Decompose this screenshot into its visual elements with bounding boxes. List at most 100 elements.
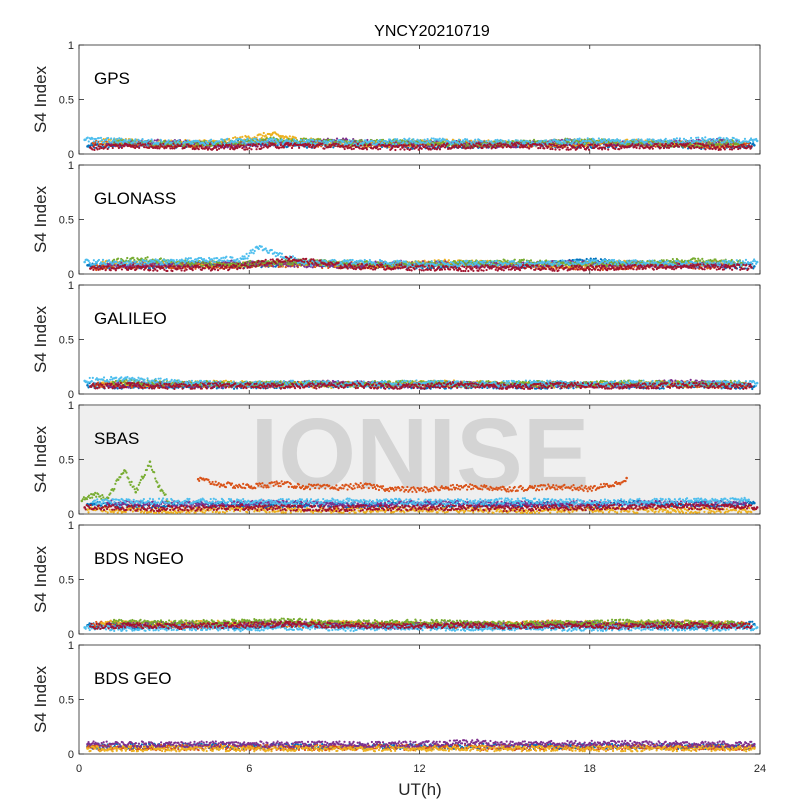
data-point [558,148,561,151]
data-point [711,139,714,143]
data-point [726,137,729,140]
data-point [246,148,249,151]
y-tick-label: 1 [68,160,74,172]
data-point [528,147,531,150]
data-point [119,144,123,147]
data-point [636,141,639,144]
data-point [332,142,335,145]
data-point [682,137,686,141]
data-point [538,143,541,146]
data-point [401,146,404,149]
data-point [197,148,200,151]
data-point [277,143,280,146]
data-point [695,136,698,139]
data-point [156,138,159,141]
data-point [139,142,142,145]
data-point [711,147,714,151]
axes-box [78,44,761,155]
data-point [403,148,406,151]
data-point [222,143,225,147]
data-point [153,139,156,142]
data-point [337,143,340,146]
data-point [372,140,375,144]
data-point [312,143,315,146]
data-point [268,144,271,148]
data-point [713,141,716,144]
data-point [584,144,587,147]
data-point [524,139,528,142]
data-point [101,143,104,146]
data-point [218,140,221,143]
data-point [260,147,263,150]
data-point [335,142,338,145]
data-point [593,143,597,146]
data-point [472,140,475,143]
data-point [237,143,240,146]
data-point [336,145,339,148]
data-point [298,146,301,149]
data-point [426,137,429,141]
data-point [305,146,309,149]
data-point [142,143,145,146]
data-point [232,136,235,140]
data-point [585,140,588,143]
data-point [262,146,265,149]
data-point [703,144,706,148]
data-point [507,139,510,142]
data-point [550,140,553,143]
data-point [536,143,539,146]
data-point [687,142,690,145]
data-point [724,139,727,142]
data-point [402,144,405,147]
data-point [634,143,637,147]
data-point [161,145,164,148]
data-point [549,147,552,151]
data-point [180,143,183,146]
data-point [725,145,728,148]
data-point [582,139,585,143]
data-point [294,139,298,142]
data-point [667,141,670,144]
data-point [384,140,388,143]
data-point [114,139,117,142]
data-point [338,139,341,142]
data-point [119,140,122,143]
data-point [569,148,572,151]
data-point [416,138,419,141]
data-point [586,145,590,149]
data-point [252,137,255,141]
data-point [93,148,96,152]
data-point [380,145,384,149]
data-point [631,142,634,145]
data-point [618,148,621,151]
data-point [463,145,466,148]
data-point [468,142,471,145]
data-point [579,146,582,149]
data-point [362,147,366,150]
data-point [437,144,441,147]
data-point [537,147,540,150]
data-point [362,141,365,144]
data-point [675,137,679,140]
data-point [87,144,90,147]
data-point [412,138,415,141]
data-point [264,134,267,137]
data-point [755,139,759,143]
data-point [278,146,281,149]
data-point [467,146,470,149]
data-point [234,140,237,143]
data-point [351,139,354,142]
data-point [605,140,609,144]
data-point [663,144,667,148]
data-point [117,141,120,144]
data-point [208,143,212,146]
data-point [375,142,379,145]
data-point [250,148,253,151]
data-point [423,138,426,141]
data-point [500,143,503,146]
data-point [281,134,284,138]
data-point [96,148,99,151]
data-point [678,145,681,148]
data-point [268,137,271,141]
